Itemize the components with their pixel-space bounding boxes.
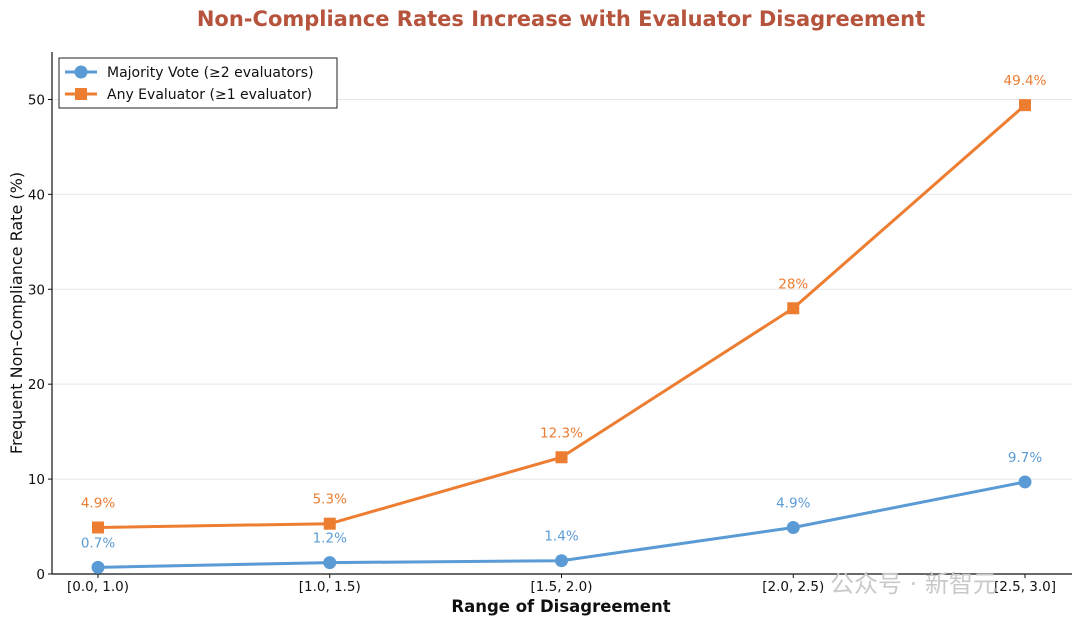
legend-box <box>58 57 338 109</box>
grid <box>52 98 1072 480</box>
series-layer: 0.7% 1.2% 1.4% 4.9% 9.7% 4.9% 5.3% 12.3% 28% 49.4… <box>81 73 1047 574</box>
y-tick-label: 50 <box>28 92 45 108</box>
x-axis-label: Range of Disagreement <box>451 597 670 616</box>
data-point <box>323 517 336 530</box>
series-line <box>97 104 1026 529</box>
data-label: 1.2% <box>313 531 347 547</box>
legend-label: Majority Vote (≥2 evaluators) <box>107 65 314 81</box>
chart-title: Non-Compliance Rates Increase with Evalu… <box>197 7 925 31</box>
y-ticks: 0 10 20 30 40 50 <box>28 92 52 583</box>
data-point <box>555 554 568 568</box>
data-point <box>91 560 105 574</box>
x-tick-label: [1.5, 2.0) <box>530 579 592 595</box>
data-label: 12.3% <box>540 425 583 441</box>
data-point <box>323 556 337 570</box>
data-label: 0.7% <box>81 535 115 551</box>
data-label: 1.4% <box>544 529 578 545</box>
legend: Majority Vote (≥2 evaluators) Any Evaluat… <box>58 57 338 109</box>
data-point <box>92 521 104 534</box>
data-label: 49.4% <box>1004 73 1047 89</box>
x-tick-label: [2.0, 2.5) <box>762 579 824 595</box>
y-tick-label: 40 <box>28 187 45 203</box>
x-ticks: [0.0, 1.0) [1.0, 1.5) [1.5, 2.0) [2.0, 2.5)… <box>67 574 1056 595</box>
series-1: 4.9% 5.3% 12.3% 28% 49.4% <box>81 73 1047 534</box>
legend-label: Any Evaluator (≥1 evaluator) <box>107 87 312 103</box>
data-label: 4.9% <box>81 495 115 511</box>
data-point <box>786 520 800 534</box>
y-tick-label: 0 <box>36 567 45 583</box>
data-label: 4.9% <box>776 495 810 511</box>
legend-marker <box>75 88 87 100</box>
y-tick-label: 10 <box>28 472 45 488</box>
watermark-text: 公众号 · 新智元 <box>830 570 997 598</box>
x-tick-label: [2.5, 3.0] <box>994 579 1056 595</box>
x-tick-label: [1.0, 1.5) <box>299 579 361 595</box>
data-point <box>1019 99 1031 112</box>
axes <box>51 52 1072 575</box>
data-point <box>1018 475 1032 489</box>
data-point <box>555 451 568 464</box>
x-tick-label: [0.0, 1.0) <box>67 579 129 595</box>
data-label: 28% <box>778 276 808 292</box>
y-tick-label: 20 <box>28 377 45 393</box>
series-0: 0.7% 1.2% 1.4% 4.9% 9.7% <box>81 450 1042 574</box>
data-label: 5.3% <box>313 492 347 508</box>
data-point <box>787 302 800 315</box>
y-tick-label: 30 <box>28 282 45 298</box>
data-label: 9.7% <box>1008 450 1042 466</box>
legend-marker <box>74 65 88 79</box>
y-axis-label: Frequent Non-Compliance Rate (%) <box>7 172 26 454</box>
